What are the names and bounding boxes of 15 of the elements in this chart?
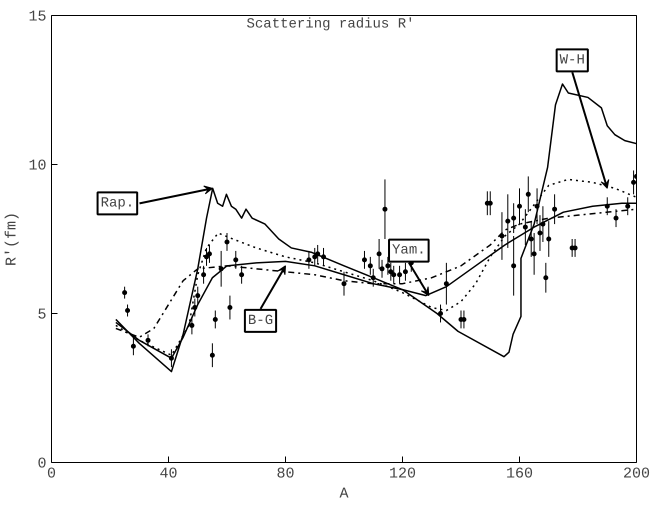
x-tick-label: 80	[276, 466, 295, 482]
x-tick-label: 160	[506, 466, 534, 482]
annotation: Yam.	[392, 242, 426, 259]
y-axis-title: R'(fm)	[3, 212, 20, 266]
x-tick-label: 40	[160, 466, 178, 482]
annotation: B-G	[248, 312, 274, 329]
x-axis-title: A	[340, 486, 349, 502]
y-tick-label: 5	[38, 306, 47, 324]
annotation: W-H	[560, 52, 585, 68]
chart-title: Scattering radius R'	[246, 16, 415, 32]
x-tick-label: 200	[623, 466, 650, 482]
y-tick-label: 10	[28, 158, 47, 174]
y-tick-label: 15	[28, 8, 47, 26]
annotation: Rap.	[100, 195, 134, 212]
x-tick-label: 120	[389, 466, 416, 482]
